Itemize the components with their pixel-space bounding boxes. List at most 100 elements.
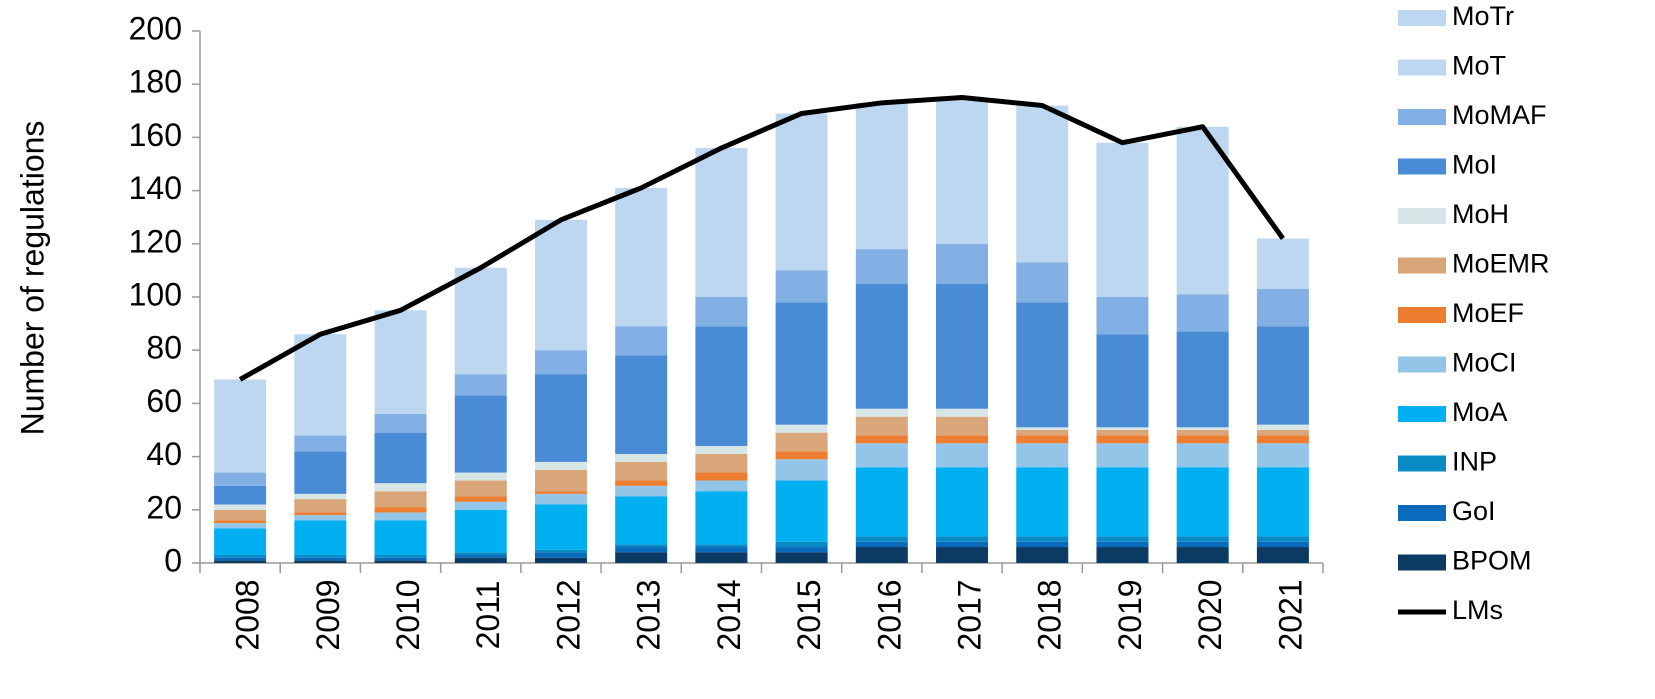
bar-segment (214, 528, 267, 556)
legend-swatch (1398, 208, 1446, 224)
legend-label: MoEMR (1452, 249, 1550, 279)
legend-label: MoI (1452, 150, 1497, 180)
bar-segment (534, 219, 587, 351)
bar-segment (615, 326, 668, 356)
legend-label: MoCI (1452, 348, 1517, 378)
bar-segment (1176, 331, 1229, 428)
y-tick-label: 100 (129, 276, 182, 312)
bar-segment (374, 507, 427, 513)
bar-segment (454, 472, 507, 481)
bar-segment (534, 552, 587, 558)
bar-segment (775, 424, 828, 433)
bar-segment (294, 512, 347, 516)
legend-label: MoMAF (1452, 100, 1547, 130)
bar-segment (775, 459, 828, 481)
y-tick-label: 200 (129, 10, 182, 46)
bar-segment (615, 544, 668, 548)
bar-segment (1256, 289, 1309, 327)
bar-segment (1016, 467, 1069, 537)
bar-segment (374, 432, 427, 484)
bar-segment (294, 334, 347, 436)
y-tick-label: 160 (129, 117, 182, 153)
bar-segment (855, 408, 908, 417)
bar-segment (615, 480, 668, 486)
bar-segment (855, 416, 908, 436)
bar-segment (534, 557, 587, 563)
bar-segment (214, 557, 267, 561)
bar-segment (1016, 427, 1069, 430)
bar-segment (615, 547, 668, 553)
bar-segment (1096, 142, 1149, 297)
legend-swatch (1398, 455, 1446, 472)
bar-segment (374, 491, 427, 508)
bar-segment (855, 541, 908, 548)
bar-segment (615, 485, 668, 497)
bar-segment (695, 480, 748, 492)
x-tick-label: 2010 (390, 579, 426, 650)
legend-label: MoEF (1452, 298, 1524, 328)
bar-segment (1256, 430, 1309, 436)
bar-segment (294, 555, 347, 558)
bar-segment (615, 496, 668, 545)
bar-segment (936, 536, 989, 542)
legend-label: MoA (1452, 397, 1508, 427)
bar-segment (775, 270, 828, 303)
bar-segment (294, 557, 347, 561)
legend-swatch (1398, 554, 1446, 571)
bar-segment (695, 453, 748, 473)
bar-segment (214, 504, 267, 510)
bar-segment (1016, 302, 1069, 428)
bar-segment (1256, 424, 1309, 430)
bar-segment (534, 549, 587, 553)
bar-segment (936, 97, 989, 244)
bar-segment (855, 547, 908, 563)
y-tick-label: 40 (146, 436, 182, 472)
bar-segment (1176, 294, 1229, 332)
bar-segment (1176, 435, 1229, 444)
bar-segment (1176, 467, 1229, 537)
bar-segment (534, 374, 587, 462)
bar-segment (534, 461, 587, 470)
bar-segment (1096, 541, 1149, 548)
bar-segment (294, 515, 347, 521)
bar-segment (214, 555, 267, 558)
y-tick-label: 20 (146, 489, 182, 525)
bar-segment (936, 541, 989, 548)
bar-segment (615, 461, 668, 481)
legend-label: INP (1452, 447, 1497, 477)
legend-swatch (1398, 10, 1446, 26)
bar-segment (1016, 547, 1069, 563)
legend-swatch (1398, 158, 1446, 175)
bar-segment (454, 496, 507, 502)
y-tick-label: 80 (146, 330, 182, 366)
bar-segment (454, 374, 507, 396)
bar-segment (695, 297, 748, 327)
bar-segment (1176, 427, 1229, 430)
legend-swatch (1398, 307, 1446, 323)
x-tick-label: 2013 (631, 579, 667, 650)
bar-segment (1256, 238, 1309, 290)
bar-segment (775, 451, 828, 460)
x-tick-label: 2020 (1192, 579, 1228, 650)
bar-segment (374, 483, 427, 492)
legend-swatch (1398, 257, 1446, 274)
bar-segment (936, 443, 989, 468)
bar-segment (775, 480, 828, 542)
x-tick-label: 2015 (791, 579, 827, 650)
bar-segment (615, 355, 668, 454)
bar-segment (936, 467, 989, 537)
bar-segment (936, 435, 989, 444)
bar-segment (534, 493, 587, 505)
x-tick-label: 2009 (310, 579, 346, 650)
bar-segment (454, 395, 507, 473)
bar-segment (534, 469, 587, 492)
bar-segment (1176, 547, 1229, 563)
bar-segment (775, 302, 828, 425)
bar-segment (775, 552, 828, 563)
legend-label: GoI (1452, 496, 1496, 526)
bar-segment (294, 560, 347, 563)
bar-segment (454, 501, 507, 510)
bar-segment (695, 544, 748, 548)
bar-segment (454, 267, 507, 375)
